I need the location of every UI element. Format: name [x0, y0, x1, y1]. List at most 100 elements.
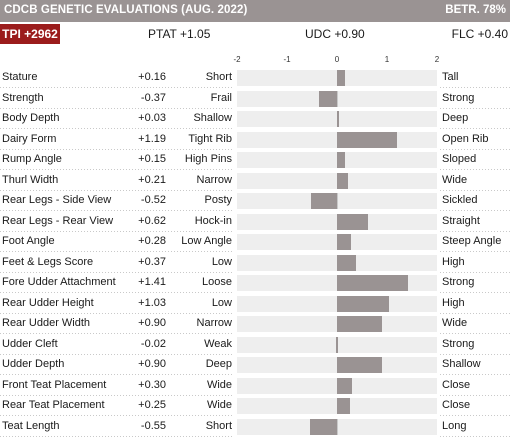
trait-name: Body Depth [2, 112, 60, 124]
trait-name: Foot Angle [2, 235, 55, 247]
trait-value: -0.02 [140, 337, 166, 350]
trait-row: Front Teat Placement +0.30 Wide Close [0, 376, 510, 396]
row-separator [0, 374, 510, 375]
trait-row: Rear Legs - Rear View +0.62 Hock-in Straigh… [0, 212, 510, 232]
row-separator [0, 210, 510, 211]
trait-low-label: Weak [204, 337, 232, 350]
row-separator [0, 87, 510, 88]
trait-name: Front Teat Placement [2, 378, 107, 391]
trait-name: Udder Cleft [2, 337, 58, 350]
row-separator [0, 435, 510, 437]
trait-row: Teat Length -0.55 Short Long [0, 417, 510, 437]
trait-bar [337, 152, 345, 168]
trait-high-label: Wide [442, 173, 468, 186]
trait-name: Rump Angle [2, 153, 62, 165]
trait-row: Rear Legs - Side View -0.52 Posty Sickled [0, 191, 510, 211]
trait-bar [337, 377, 352, 394]
trait-low-label: High Pins [184, 153, 232, 165]
trait-low-label: Low Angle [181, 235, 232, 247]
trait-bar [337, 357, 382, 373]
trait-high-label: Straight [442, 214, 480, 227]
row-separator [0, 333, 510, 334]
trait-name: Dairy Form [2, 132, 57, 145]
trait-name: Thurl Width [2, 173, 59, 186]
flc-value: FLC +0.40 [451, 27, 508, 41]
trait-high-label: Sloped [442, 153, 477, 165]
trait-value: -0.52 [140, 194, 166, 206]
trait-bar [337, 316, 382, 332]
trait-low-label: Low [211, 255, 232, 268]
trait-row: Rear Udder Width +0.90 Narrow Wide [0, 314, 510, 334]
scale-tick-label: 1 [384, 55, 390, 64]
trait-value: +1.19 [138, 132, 166, 145]
row-separator [0, 312, 510, 314]
trait-bar [337, 213, 368, 230]
trait-bar [337, 295, 389, 312]
trait-low-label: Wide [206, 399, 232, 411]
row-separator [0, 292, 510, 293]
trait-name: Stature [2, 71, 38, 83]
trait-row: Thurl Width +0.21 Narrow Wide [0, 171, 510, 191]
trait-row: Body Depth +0.03 Shallow Deep [0, 109, 510, 129]
trait-high-label: Wide [442, 317, 468, 329]
trait-bar [336, 336, 338, 353]
scale-tick-label: 0 [334, 55, 340, 64]
row-separator [0, 128, 510, 129]
trait-high-label: Close [442, 378, 471, 391]
trait-bar [337, 234, 351, 250]
trait-bar [311, 193, 337, 209]
trait-row: Strength -0.37 Frail Strong [0, 89, 510, 109]
trait-row: Udder Depth +0.90 Deep Shallow [0, 355, 510, 375]
trait-low-label: Loose [202, 276, 232, 288]
trait-bar [337, 254, 356, 271]
row-separator [0, 251, 510, 252]
trait-value: +0.28 [138, 235, 166, 247]
row-separator [0, 230, 510, 232]
trait-high-label: Shallow [442, 358, 481, 370]
trait-row: Udder Cleft -0.02 Weak Strong [0, 335, 510, 355]
row-separator [0, 189, 510, 191]
trait-value: +0.90 [138, 317, 166, 329]
trait-low-label: Low [211, 296, 232, 309]
trait-value: +0.90 [138, 358, 166, 370]
trait-low-label: Narrow [196, 173, 232, 186]
trait-name: Rear Teat Placement [2, 399, 105, 411]
trait-high-label: High [442, 296, 465, 309]
trait-value: +0.21 [138, 173, 166, 186]
row-separator [0, 107, 510, 109]
row-separator [0, 415, 510, 416]
row-separator [0, 353, 510, 355]
trait-low-label: Posty [204, 194, 232, 206]
trait-low-label: Wide [206, 378, 232, 391]
trait-value: +0.25 [138, 399, 166, 411]
reliability-label: BETR. 78% [445, 4, 506, 16]
trait-value: +0.30 [138, 378, 166, 391]
zero-line [337, 90, 338, 107]
trait-bar [337, 172, 348, 189]
trait-high-label: Strong [442, 276, 475, 288]
row-separator [0, 169, 510, 170]
trait-value: +0.37 [138, 255, 166, 268]
trait-name: Teat Length [2, 419, 60, 432]
trait-bar [337, 398, 350, 414]
trait-name: Rear Legs - Rear View [2, 214, 114, 227]
trait-value: +0.15 [138, 153, 166, 165]
trait-low-label: Tight Rib [188, 132, 232, 145]
trait-high-label: Close [442, 399, 471, 411]
row-separator [0, 148, 510, 150]
trait-bar [337, 275, 408, 291]
trait-name: Udder Depth [2, 358, 65, 370]
trait-name: Fore Udder Attachment [2, 276, 116, 288]
trait-value: +1.41 [138, 276, 166, 288]
trait-row: Rear Teat Placement +0.25 Wide Close [0, 396, 510, 416]
trait-high-label: Tall [442, 71, 459, 83]
scale-tick-label: 2 [434, 55, 440, 64]
evaluation-header: CDCB GENETIC EVALUATIONS (AUG. 2022) BET… [0, 0, 510, 22]
trait-low-label: Short [205, 419, 232, 432]
trait-low-label: Short [205, 71, 232, 83]
trait-low-label: Frail [210, 91, 232, 104]
trait-bar [337, 111, 339, 127]
header-title: CDCB GENETIC EVALUATIONS (AUG. 2022) [4, 4, 248, 16]
trait-high-label: Deep [442, 112, 469, 124]
trait-value: +0.62 [138, 214, 166, 227]
